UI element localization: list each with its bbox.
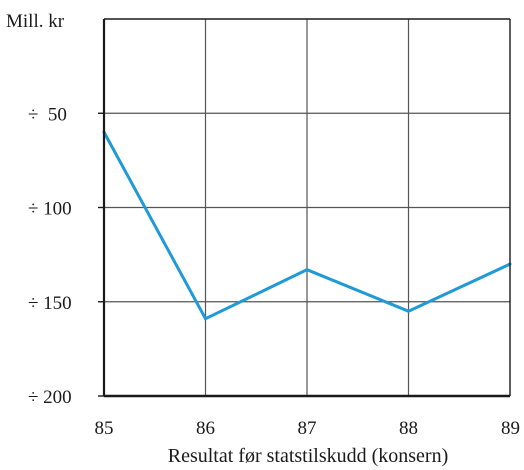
data-point — [407, 309, 410, 313]
x-tick-label: 89 — [501, 418, 520, 439]
y-tick-label: ÷ 200 — [28, 387, 72, 408]
y-axis-label: Mill. kr — [6, 11, 65, 32]
data-point — [305, 268, 309, 272]
x-tick-label: 88 — [399, 418, 418, 439]
y-tick-label: ÷ 50 — [28, 104, 67, 125]
y-tick-labels: ÷ 50 ÷ 100 ÷ 150 ÷ 200 — [28, 104, 104, 408]
x-axis-label: Resultat før statstilskudd (konsern) — [168, 445, 449, 467]
data-point — [204, 317, 207, 321]
x-tick-labels: 85 86 87 88 89 — [95, 418, 521, 439]
y-tick-label: ÷ 100 — [28, 199, 72, 220]
x-tick-label: 87 — [298, 418, 317, 439]
y-tick-label: ÷ 150 — [28, 293, 72, 314]
x-tick-label: 86 — [196, 418, 215, 439]
x-tick-label: 85 — [95, 418, 114, 439]
grid — [104, 19, 510, 396]
